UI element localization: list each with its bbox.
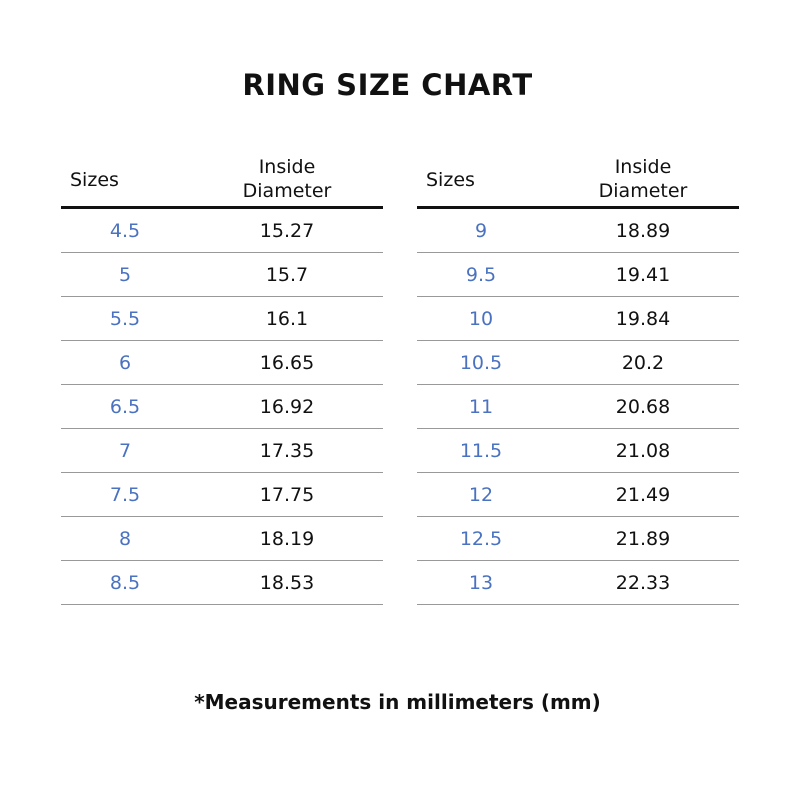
- header-inside-diameter: Inside Diameter: [242, 156, 332, 202]
- inside-diameter: 19.84: [615, 308, 671, 330]
- ring-size: 6: [118, 352, 132, 374]
- inside-diameter: 17.35: [259, 440, 315, 462]
- inside-diameter: 20.68: [615, 396, 671, 418]
- ring-size: 13: [468, 572, 494, 594]
- header-inside-diameter: Inside Diameter: [598, 156, 688, 202]
- table-row: 4.5 15.27: [61, 209, 383, 253]
- ring-size: 7: [118, 440, 132, 462]
- inside-diameter: 16.92: [259, 396, 315, 418]
- table-row: 8.5 18.53: [61, 561, 383, 605]
- inside-diameter: 19.41: [615, 264, 671, 286]
- chart-title: RING SIZE CHART: [242, 68, 533, 102]
- table-header: Sizes Inside Diameter: [417, 155, 739, 209]
- inside-diameter: 18.19: [259, 528, 315, 550]
- header-sizes: Sizes: [426, 169, 475, 191]
- header-sizes: Sizes: [70, 169, 119, 191]
- ring-size: 4.5: [109, 220, 141, 242]
- table-row: 10.5 20.2: [417, 341, 739, 385]
- inside-diameter: 20.2: [621, 352, 665, 374]
- table-row: 7 17.35: [61, 429, 383, 473]
- inside-diameter: 21.08: [615, 440, 671, 462]
- table-row: 7.5 17.75: [61, 473, 383, 517]
- inside-diameter: 16.1: [265, 308, 309, 330]
- inside-diameter: 22.33: [615, 572, 671, 594]
- ring-size: 11.5: [459, 440, 503, 462]
- ring-size: 12: [468, 484, 494, 506]
- ring-size: 9: [474, 220, 488, 242]
- ring-size: 9.5: [465, 264, 497, 286]
- ring-size: 11: [468, 396, 494, 418]
- table-row: 13 22.33: [417, 561, 739, 605]
- table-row: 9.5 19.41: [417, 253, 739, 297]
- inside-diameter: 15.7: [265, 264, 309, 286]
- table-row: 5 15.7: [61, 253, 383, 297]
- ring-size: 7.5: [109, 484, 141, 506]
- inside-diameter: 21.49: [615, 484, 671, 506]
- table-row: 12.5 21.89: [417, 517, 739, 561]
- footnote: *Measurements in millimeters (mm): [194, 690, 601, 714]
- ring-size: 10.5: [459, 352, 503, 374]
- table-row: 9 18.89: [417, 209, 739, 253]
- table-row: 10 19.84: [417, 297, 739, 341]
- ring-size: 12.5: [459, 528, 503, 550]
- table-row: 11 20.68: [417, 385, 739, 429]
- inside-diameter: 15.27: [259, 220, 315, 242]
- ring-size: 5: [118, 264, 132, 286]
- inside-diameter: 18.89: [615, 220, 671, 242]
- ring-size: 6.5: [109, 396, 141, 418]
- table-header: Sizes Inside Diameter: [61, 155, 383, 209]
- inside-diameter: 17.75: [259, 484, 315, 506]
- table-row: 6.5 16.92: [61, 385, 383, 429]
- size-table-right: Sizes Inside Diameter 9 18.89 9.5 19.41 10 19.8…: [417, 155, 739, 605]
- ring-size: 8.5: [109, 572, 141, 594]
- inside-diameter: 21.89: [615, 528, 671, 550]
- table-row: 6 16.65: [61, 341, 383, 385]
- inside-diameter: 16.65: [259, 352, 315, 374]
- table-row: 5.5 16.1: [61, 297, 383, 341]
- table-row: 8 18.19: [61, 517, 383, 561]
- size-table-left: Sizes Inside Diameter 4.5 15.27 5 15.7 5.5 16.1…: [61, 155, 383, 605]
- ring-size: 5.5: [109, 308, 141, 330]
- ring-size: 8: [118, 528, 132, 550]
- table-row: 11.5 21.08: [417, 429, 739, 473]
- inside-diameter: 18.53: [259, 572, 315, 594]
- table-row: 12 21.49: [417, 473, 739, 517]
- ring-size: 10: [468, 308, 494, 330]
